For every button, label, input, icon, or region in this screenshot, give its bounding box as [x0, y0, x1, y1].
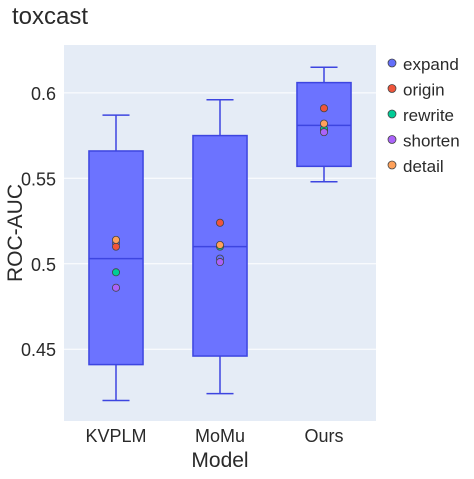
legend-label: rewrite	[403, 106, 454, 125]
y-tick-label: 0.6	[31, 84, 56, 104]
point-detail	[319, 119, 328, 128]
x-axis-ticks: KVPLM MoMu Ours	[85, 426, 343, 446]
y-axis-ticks: 0.45 0.5 0.55 0.6	[21, 84, 56, 360]
point-shorten	[112, 283, 121, 292]
point-detail	[112, 235, 121, 244]
legend-label: shorten	[403, 132, 460, 151]
legend-label: expand	[403, 55, 459, 74]
x-axis-label: Model	[191, 449, 248, 472]
point-shorten	[319, 128, 328, 137]
point-detail	[215, 240, 224, 249]
point-shorten	[215, 258, 224, 267]
point-origin	[112, 242, 121, 251]
legend-item-detail: detail	[387, 157, 444, 176]
legend-marker	[387, 58, 397, 68]
point-rewrite	[112, 268, 121, 277]
y-axis-label: ROC-AUC	[4, 184, 27, 282]
point-origin	[319, 104, 328, 113]
x-tick-label: MoMu	[195, 426, 245, 446]
legend-marker	[387, 84, 397, 93]
legend: expand origin rewrite shorten detail	[387, 55, 460, 176]
legend-marker	[387, 135, 397, 144]
box-iqr	[88, 150, 144, 366]
legend-label: origin	[403, 81, 445, 100]
legend-item-expand: expand	[387, 55, 459, 74]
y-tick-label: 0.45	[21, 340, 56, 360]
legend-item-origin: origin	[387, 81, 445, 100]
x-tick-label: KVPLM	[85, 426, 146, 446]
legend-label: detail	[403, 157, 444, 176]
box-kvplm	[88, 114, 144, 402]
x-tick-label: Ours	[304, 426, 343, 446]
legend-marker	[387, 109, 397, 119]
legend-item-rewrite: rewrite	[387, 106, 454, 125]
y-tick-label: 0.55	[21, 169, 56, 189]
y-tick-label: 0.5	[31, 255, 56, 275]
legend-marker	[387, 160, 397, 170]
chart-title: toxcast	[12, 3, 88, 30]
data-points	[112, 104, 328, 292]
legend-item-shorten: shorten	[387, 132, 460, 151]
point-origin	[215, 218, 224, 227]
